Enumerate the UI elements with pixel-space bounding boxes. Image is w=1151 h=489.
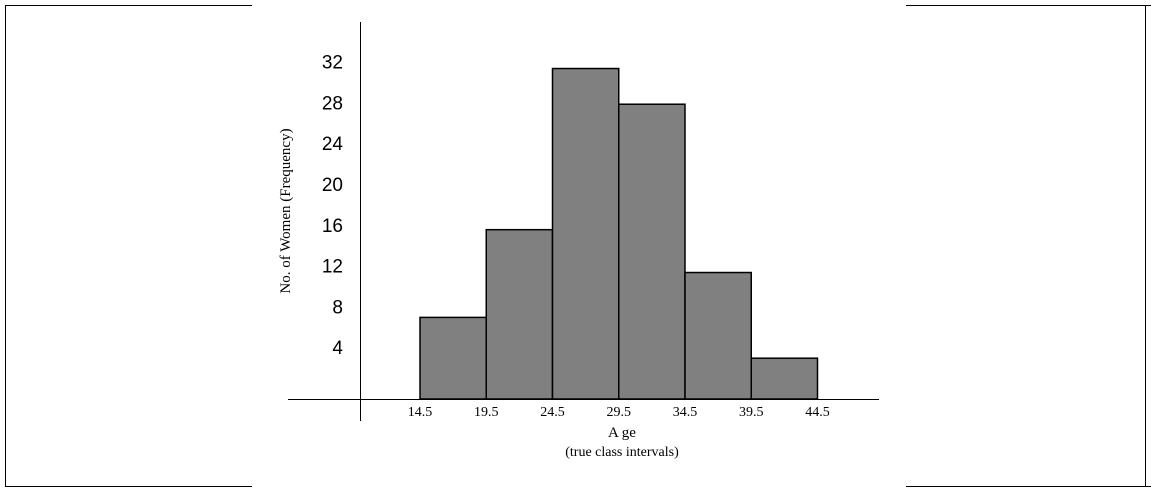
- frame-lines: [5, 5, 1151, 487]
- histogram-bar: [618, 103, 686, 400]
- x-tick-label: 34.5: [673, 405, 698, 420]
- x-axis-subtitle: (true class intervals): [565, 445, 679, 460]
- y-tick-label: 12: [322, 257, 343, 278]
- y-tick-label: 4: [332, 338, 343, 359]
- x-tick-label: 14.5: [408, 405, 433, 420]
- histogram-bar: [750, 357, 819, 400]
- histogram-bar: [485, 228, 554, 400]
- y-tick-label: 16: [322, 216, 343, 237]
- histogram-bar: [551, 67, 620, 400]
- histogram-bar: [419, 316, 487, 400]
- histogram-bar: [684, 271, 752, 400]
- x-tick-label: 19.5: [474, 405, 499, 420]
- x-tick-labels: 14.5 19.5 24.5 29.5 34.5 39.5 44.5: [408, 405, 830, 420]
- y-tick-label: 20: [322, 175, 343, 196]
- y-tick-label: 28: [322, 93, 343, 114]
- y-tick-label: 32: [322, 53, 343, 74]
- x-axis-title: A ge: [608, 425, 636, 441]
- y-axis-title: No. of Women (Frequency): [278, 128, 294, 293]
- histogram-bars: [419, 67, 819, 400]
- y-tick-labels: 4 8 12 16 20 24 28 32: [322, 53, 344, 360]
- y-tick-label: 8: [332, 297, 343, 318]
- x-tick-label: 29.5: [607, 405, 632, 420]
- y-tick-label: 24: [322, 134, 344, 155]
- x-tick-label: 39.5: [739, 405, 764, 420]
- x-tick-label: 44.5: [805, 405, 830, 420]
- x-tick-label: 24.5: [540, 405, 565, 420]
